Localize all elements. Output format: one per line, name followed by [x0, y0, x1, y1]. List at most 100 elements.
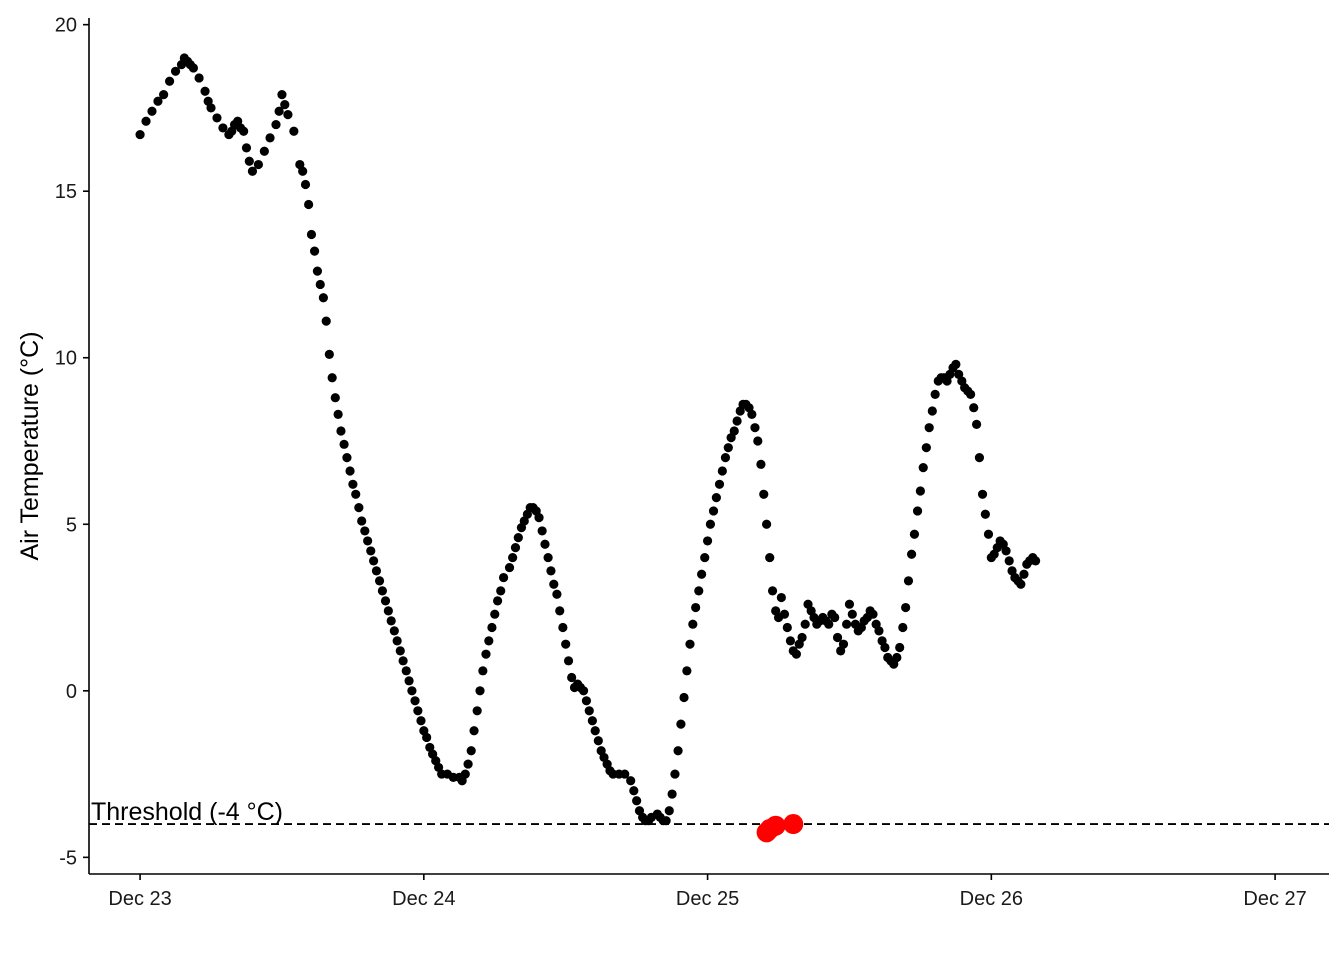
data-point	[779, 609, 790, 619]
data-point	[593, 736, 603, 746]
data-point	[306, 229, 317, 240]
data-point	[141, 116, 151, 126]
data-point	[1016, 579, 1026, 589]
below-threshold-point	[783, 814, 804, 835]
data-point	[327, 373, 337, 383]
data-point	[309, 246, 320, 256]
data-point	[880, 642, 890, 653]
data-point	[626, 776, 636, 786]
data-point	[153, 96, 163, 106]
data-point	[324, 349, 334, 360]
data-point	[620, 769, 630, 779]
data-point	[723, 443, 733, 453]
data-point	[951, 359, 961, 369]
data-point	[315, 279, 325, 290]
data-point	[300, 179, 311, 190]
data-point	[971, 419, 982, 429]
data-point	[212, 113, 222, 123]
data-point	[729, 426, 739, 436]
data-point	[460, 769, 470, 779]
data-point	[401, 666, 411, 676]
data-point	[711, 493, 721, 503]
data-point	[496, 586, 506, 596]
data-point	[244, 156, 254, 166]
data-point	[354, 503, 364, 513]
data-point	[587, 716, 597, 726]
data-point	[336, 426, 346, 436]
data-point	[921, 443, 931, 453]
data-point	[797, 632, 807, 643]
data-point	[298, 166, 308, 176]
data-point	[682, 666, 692, 676]
data-point	[700, 552, 710, 563]
data-point	[705, 519, 716, 529]
data-point	[540, 539, 550, 549]
data-point	[537, 526, 547, 536]
data-point	[676, 719, 686, 729]
data-point	[750, 423, 760, 433]
data-point	[552, 589, 562, 599]
data-point	[410, 696, 420, 706]
data-point	[413, 706, 423, 716]
data-point	[791, 649, 801, 659]
data-point	[304, 199, 314, 210]
data-point	[490, 609, 500, 619]
data-point	[289, 126, 299, 136]
data-point	[543, 552, 553, 563]
data-point	[969, 403, 979, 413]
y-tick-label: 10	[55, 348, 77, 370]
data-point	[239, 126, 249, 136]
data-point	[824, 619, 834, 629]
data-point	[732, 416, 742, 426]
data-point	[546, 566, 556, 576]
data-point	[366, 546, 376, 556]
data-point	[844, 599, 855, 609]
data-point	[135, 129, 145, 140]
data-point	[377, 586, 388, 596]
data-point	[977, 489, 988, 499]
data-point	[590, 726, 600, 736]
data-point	[200, 86, 210, 96]
data-point	[369, 556, 379, 566]
x-tick-label: Dec 24	[392, 888, 455, 910]
x-tick-label: Dec 25	[676, 888, 739, 910]
data-point	[578, 686, 589, 696]
data-point	[679, 692, 689, 703]
data-point	[930, 389, 940, 399]
data-point	[277, 90, 287, 100]
data-point	[563, 656, 574, 666]
x-tick-label: Dec 27	[1243, 888, 1306, 910]
data-point	[280, 99, 290, 110]
data-point	[487, 622, 497, 633]
data-point	[765, 552, 775, 563]
data-point	[673, 746, 683, 756]
axes	[88, 18, 1329, 875]
data-point	[283, 109, 293, 120]
data-point	[759, 489, 769, 499]
data-point	[1019, 569, 1029, 579]
data-point	[259, 146, 269, 156]
data-point	[357, 516, 367, 526]
data-point	[510, 542, 521, 553]
data-point	[966, 389, 976, 399]
data-point	[534, 513, 544, 523]
data-point	[983, 529, 994, 539]
data-point	[395, 646, 405, 656]
data-point	[498, 572, 509, 583]
data-point	[581, 696, 592, 706]
data-point	[392, 636, 402, 646]
data-point	[475, 686, 485, 696]
data-point	[484, 636, 494, 646]
data-point	[830, 612, 840, 623]
data-point	[374, 576, 385, 586]
data-point	[416, 716, 426, 726]
data-point	[898, 622, 908, 633]
y-tick-label: -5	[59, 847, 77, 869]
data-point	[164, 76, 175, 86]
x-tick-label: Dec 23	[108, 888, 171, 910]
data-point	[753, 436, 763, 446]
data-points	[135, 53, 1041, 826]
data-point	[330, 393, 340, 403]
data-point	[549, 579, 559, 589]
